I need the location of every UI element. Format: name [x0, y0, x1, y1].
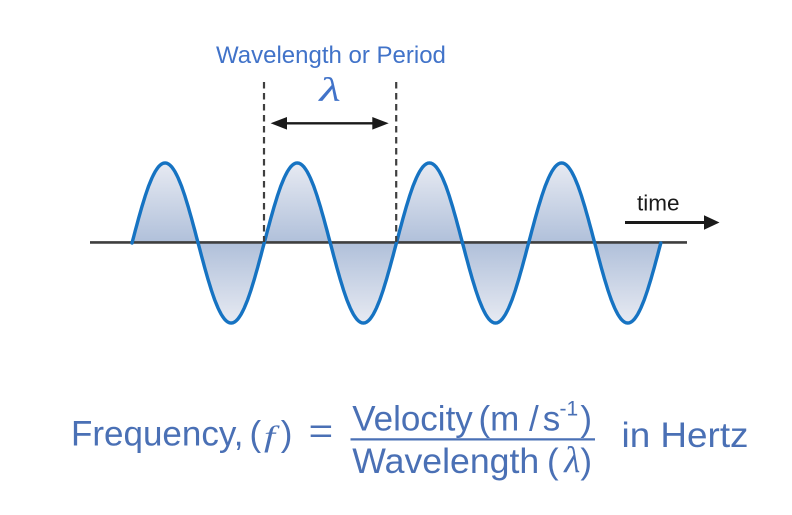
svg-text:s: s	[543, 400, 561, 439]
svg-text:in Hertz: in Hertz	[622, 416, 749, 455]
svg-text:-1: -1	[560, 397, 579, 420]
svg-text:f: f	[264, 419, 280, 452]
svg-text:λ: λ	[563, 440, 580, 481]
svg-text:): )	[281, 415, 293, 454]
svg-text:(: (	[250, 415, 262, 454]
svg-text:Velocity: Velocity	[352, 400, 473, 439]
svg-text:): )	[580, 442, 592, 481]
svg-text:(: (	[547, 442, 559, 481]
svg-text:): )	[580, 400, 592, 439]
svg-text:Wavelength: Wavelength	[352, 442, 539, 481]
svg-text:λ: λ	[317, 71, 341, 109]
svg-text:time: time	[637, 191, 680, 216]
svg-text:(m /: (m /	[479, 400, 540, 439]
svg-text:Wavelength or Period: Wavelength or Period	[216, 42, 446, 69]
svg-text:=: =	[309, 412, 334, 451]
svg-text:Frequency,: Frequency,	[71, 415, 244, 454]
